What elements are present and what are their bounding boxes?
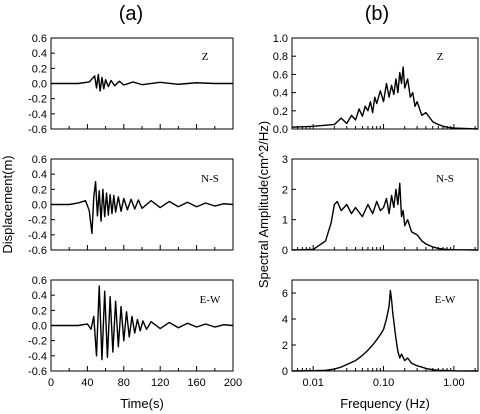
y-tick-label: 6 [282,288,288,300]
x-axis-label: Time(s) [120,396,164,411]
y-tick-label: 0.4 [32,48,47,60]
y-tick-label: 0.4 [32,169,47,181]
component-label: E-W [435,294,456,306]
y-tick-label: 0.0 [32,321,47,333]
y-tick-label: -0.2 [28,336,47,348]
y-tick-label: 0.4 [32,290,47,302]
x-axis-label: Frequency (Hz) [340,396,430,411]
chart-panel-5: 3 2 1 0 N-S Spectral Amplitude(cm^2/Hz) [256,121,479,288]
x-tick-label: 160 [187,377,205,389]
charts-group: 0.6 0.4 0.2 0.0 -0.2 -0.4 -0.6 Z 0.6 0.4 0.2 0.0 -0.… [0,33,479,411]
y-tick-label: 0.4 [273,88,288,100]
y-tick-label: -0.4 [28,109,47,121]
y-tick-label: 4 [282,314,288,326]
y-tick-label: -0.2 [28,94,47,106]
x-tick-label: 120 [151,377,169,389]
y-tick-label: 0.6 [32,33,47,45]
panel-a-title: (a) [119,3,143,25]
chart-panel-1: 0.6 0.4 0.2 0.0 -0.2 -0.4 -0.6 Z [28,33,234,136]
y-tick-label: 2 [282,340,288,352]
y-tick-label: -0.6 [28,124,47,136]
y-tick-label: -0.2 [28,215,47,227]
panel-b-title: (b) [365,3,389,25]
x-tick-label: 200 [224,377,242,389]
x-tick-label: 0.01 [302,377,323,389]
y-tick-label: 0.0 [32,200,47,212]
y-tick-label: -0.4 [28,230,47,242]
y-tick-label: 2 [282,184,288,196]
y-tick-label: 0.6 [273,69,288,81]
component-label: N-S [201,173,219,185]
series-line [51,181,234,235]
y-tick-label: -0.6 [28,245,47,257]
series-line [51,73,233,92]
y-tick-label: -0.6 [28,366,47,378]
y-tick-label: 0.2 [273,106,288,118]
y-tick-label: 0 [282,245,288,257]
component-label: N-S [436,173,454,185]
component-label: E-W [200,294,221,306]
x-tick-label: 0 [48,377,54,389]
y-tick-label: 0.6 [32,275,47,287]
y-tick-label: 0.2 [32,63,47,75]
chart-panel-4: 1.0 0.8 0.6 0.4 0.2 0.0 Z [273,33,479,136]
series-line [291,289,479,372]
chart-panel-6: 6 4 2 0 0.01 0.10 1.00 E-W Frequency (Hz) [282,279,479,411]
x-tick-label: 40 [81,377,93,389]
y-tick-label: 1.0 [273,33,288,45]
component-label: Z [202,51,209,63]
y-tick-label: 0.2 [32,184,47,196]
y-tick-label: 0.2 [32,305,47,317]
y-axis-label: Spectral Amplitude(cm^2/Hz) [256,121,271,288]
y-axis-label: Displacement(m) [0,155,15,253]
series-line [291,66,479,130]
series-line [51,285,234,361]
y-tick-label: 1 [282,215,288,227]
plot-frame [291,158,479,251]
x-tick-label: 1.00 [443,377,464,389]
y-tick-label: 0.8 [273,51,288,63]
y-tick-label: 0.0 [32,79,47,91]
y-tick-label: 0 [282,366,288,378]
x-tick-label: 80 [118,377,130,389]
chart-panel-3: 0.6 0.4 0.2 0.0 -0.2 -0.4 -0.60 40 80 120 160 200 E-… [28,275,242,411]
chart-panel-2: 0.6 0.4 0.2 0.0 -0.2 -0.4 -0.6 N-S Displacement(… [0,154,234,257]
y-tick-label: 3 [282,154,288,166]
x-tick-label: 0.10 [373,377,394,389]
plot-frame [291,37,479,130]
y-tick-label: -0.4 [28,351,47,363]
y-tick-label: 0.6 [32,154,47,166]
plot-frame [291,279,479,372]
series-line [291,182,479,251]
component-label: Z [437,51,444,63]
y-tick-label: 0.0 [273,124,288,136]
